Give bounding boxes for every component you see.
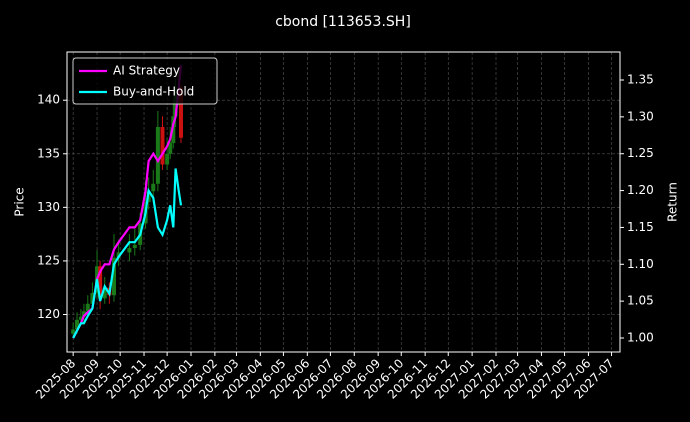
y2-tick-label: 1.00 — [627, 330, 654, 344]
y2-tick-label: 1.15 — [627, 220, 654, 234]
candle-body — [165, 153, 170, 165]
return-line — [72, 168, 183, 339]
y-tick-label: 125 — [37, 253, 60, 267]
candle-body — [132, 244, 137, 249]
return-line — [72, 65, 183, 339]
candle-body — [178, 87, 183, 138]
candle-body — [81, 311, 86, 317]
legend-label: AI Strategy — [113, 64, 180, 78]
candle-body — [127, 248, 132, 253]
legend-box — [72, 57, 218, 105]
candle-body — [171, 116, 176, 144]
candle-body — [111, 257, 116, 296]
y2-tick-label: 1.10 — [627, 257, 654, 271]
candle-body — [173, 94, 178, 117]
plot-frame — [66, 51, 621, 353]
y-tick-label: 135 — [37, 146, 60, 160]
y2-tick-label: 1.35 — [627, 73, 654, 87]
legend-label: Buy-and-Hold — [113, 85, 194, 99]
y2-tick-label: 1.25 — [627, 146, 654, 160]
y-tick-label: 130 — [37, 200, 60, 214]
y2-tick-label: 1.30 — [627, 109, 654, 123]
candle-body — [160, 127, 165, 165]
candle-body — [102, 287, 107, 299]
candle-body — [71, 329, 76, 334]
y2-tick-label: 1.20 — [627, 183, 654, 197]
y2-tick-label: 1.05 — [627, 294, 654, 308]
candle-body — [75, 319, 80, 330]
y-tick-label: 120 — [37, 307, 60, 321]
y2-axis-label: Return — [666, 182, 680, 222]
candle-body — [85, 303, 90, 312]
y-tick-label: 140 — [37, 93, 60, 107]
candle-body — [168, 143, 173, 154]
candle-body — [90, 293, 95, 304]
candle-body — [78, 316, 83, 320]
candle-body — [155, 127, 160, 184]
y-axis-label: Price — [13, 187, 27, 216]
candle-body — [116, 252, 121, 258]
candle-body — [98, 266, 103, 299]
candle-body — [151, 183, 156, 192]
chart-title: cbond [113653.SH] — [275, 14, 411, 30]
